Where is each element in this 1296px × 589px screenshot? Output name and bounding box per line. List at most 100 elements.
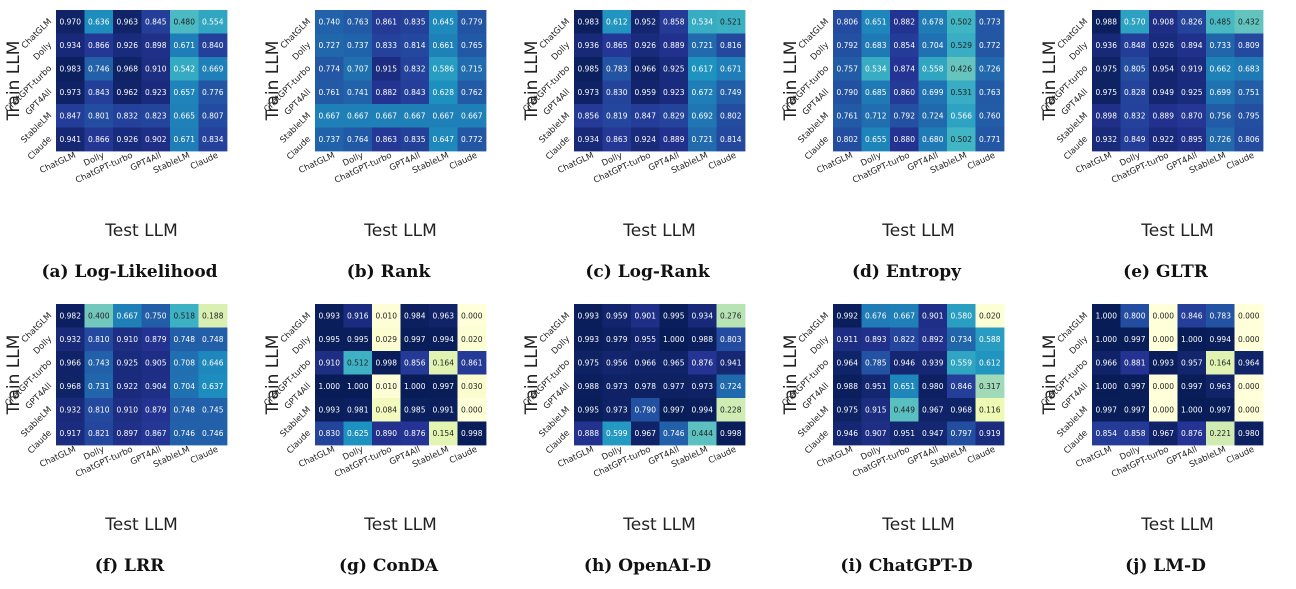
heatmap-cell — [372, 327, 401, 352]
heatmap-cell — [890, 57, 919, 81]
cell-value-label: 0.982 — [60, 311, 82, 320]
heatmap-cell — [141, 57, 171, 81]
cell-value-label: 0.712 — [865, 111, 887, 120]
heatmap-cell — [84, 104, 114, 128]
panel-caption: (g) ConDA — [338, 556, 439, 576]
heatmap-cell — [315, 351, 344, 375]
heatmap-cell — [343, 398, 373, 422]
cell-value-label: 0.998 — [720, 429, 742, 438]
heatmap-cell — [975, 421, 1005, 446]
cell-value-label: 0.599 — [606, 429, 628, 438]
cell-value-label: 0.795 — [1238, 111, 1260, 120]
cell-value-label: 0.879 — [145, 335, 167, 344]
heatmap-cell — [1177, 398, 1207, 422]
heatmap-cell — [113, 57, 142, 81]
heatmap-cell — [1234, 57, 1264, 81]
cell-value-label: 0.902 — [145, 135, 167, 144]
cell-value-label: 0.980 — [922, 382, 944, 391]
cell-value-label: 0.983 — [578, 17, 600, 26]
heatmap-cell — [1092, 304, 1121, 328]
heatmap-cell — [659, 10, 689, 34]
heatmap-cell — [890, 421, 919, 446]
heatmap-cell — [975, 104, 1005, 128]
cell-value-label: 0.542 — [174, 64, 196, 73]
y-axis-label: Train LLM — [263, 335, 283, 416]
x-tick-label: ChatGPT-turbo — [592, 151, 652, 186]
cell-value-label: 0.874 — [894, 64, 916, 73]
heatmap-cell — [861, 80, 891, 105]
cell-value-label: 0.993 — [1153, 358, 1175, 367]
heatmap-cell — [84, 351, 114, 375]
x-tick-label: ChatGLM — [1074, 445, 1113, 470]
heatmap-cell — [975, 327, 1005, 352]
cell-value-label: 1.000 — [1181, 335, 1203, 344]
cell-value-label: 0.952 — [635, 17, 657, 26]
cell-value-label: 0.988 — [692, 335, 714, 344]
cell-value-label: 0.821 — [88, 429, 110, 438]
heatmap-cell — [1234, 104, 1264, 128]
x-tick-label: ChatGPT-turbo — [74, 151, 134, 186]
heatmap-cell — [1206, 80, 1235, 105]
cell-value-label: 0.932 — [60, 335, 82, 344]
cell-value-label: 0.741 — [347, 88, 369, 97]
cell-value-label: 0.956 — [606, 358, 628, 367]
y-axis-label: Train LLM — [1040, 41, 1060, 122]
heatmap-cell — [659, 327, 689, 352]
heatmap-cell — [716, 57, 746, 81]
heatmap-cell — [574, 327, 603, 352]
heatmap-cell — [1234, 398, 1264, 422]
cell-value-label: 1.000 — [1096, 335, 1118, 344]
heatmap-cell — [890, 374, 919, 399]
heatmap-cell — [84, 127, 114, 152]
heatmap-cell — [141, 304, 171, 328]
cell-value-label: 0.651 — [865, 17, 887, 26]
panel-caption: (e) GLTR — [1123, 262, 1208, 282]
cell-value-label: 0.671 — [174, 135, 196, 144]
heatmap-cell — [198, 127, 228, 152]
cell-value-label: 0.531 — [951, 88, 973, 97]
cell-value-label: 0.699 — [1210, 88, 1232, 97]
x-axis-label: Test LLM — [363, 515, 437, 535]
heatmap-cell — [56, 127, 85, 152]
cell-value-label: 0.816 — [720, 41, 742, 50]
heatmap-cell — [975, 398, 1005, 422]
cell-value-label: 0.806 — [1238, 135, 1260, 144]
cell-value-label: 0.866 — [88, 135, 110, 144]
cell-value-label: 0.997 — [433, 382, 455, 391]
cell-value-label: 0.667 — [319, 111, 341, 120]
cell-value-label: 0.964 — [1238, 358, 1260, 367]
heatmap-log-likelihood: Train LLM 0.970 0.636 0.963 0.845 0.480 0.554 0… — [3, 10, 228, 241]
heatmap-cell — [141, 10, 171, 34]
heatmap-cell — [343, 374, 373, 399]
heatmap-cell — [1177, 57, 1207, 81]
cell-value-label: 0.832 — [1124, 111, 1146, 120]
heatmap-cell — [861, 327, 891, 352]
heatmap-cell — [631, 80, 660, 105]
heatmap-cell — [574, 10, 603, 34]
heatmap-cell — [84, 33, 114, 58]
cell-value-label: 0.636 — [88, 17, 110, 26]
heatmap-cell — [343, 57, 373, 81]
cell-value-label: 0.667 — [376, 111, 398, 120]
cell-value-label: 0.876 — [692, 358, 714, 367]
y-axis-label: Train LLM — [522, 41, 542, 122]
y-axis-label: Train LLM — [1040, 335, 1060, 416]
heatmap-cell — [1149, 80, 1178, 105]
heatmap-cell — [315, 57, 344, 81]
cell-value-label: 0.966 — [60, 358, 82, 367]
cell-value-label: 0.993 — [578, 311, 600, 320]
cell-value-label: 0.814 — [720, 135, 742, 144]
x-axis-label: Test LLM — [881, 221, 955, 241]
cell-value-label: 0.856 — [404, 358, 426, 367]
cell-value-label: 0.901 — [922, 311, 944, 320]
cell-value-label: 0.894 — [1181, 41, 1203, 50]
cell-value-label: 0.910 — [145, 64, 167, 73]
heatmap-cell — [84, 57, 114, 81]
heatmap-cell — [1234, 33, 1264, 58]
cell-value-label: 0.959 — [635, 88, 657, 97]
cell-value-label: 0.970 — [60, 17, 82, 26]
cell-value-label: 0.802 — [720, 111, 742, 120]
y-tick-label: Dolly — [32, 40, 54, 62]
cell-value-label: 0.776 — [202, 88, 224, 97]
cell-value-label: 0.188 — [202, 311, 224, 320]
